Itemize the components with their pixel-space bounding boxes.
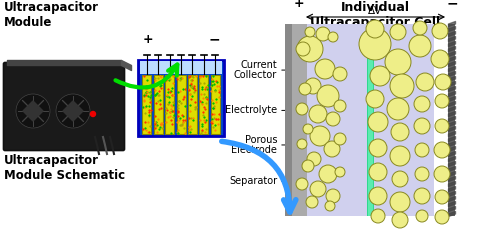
Bar — [138, 60, 224, 136]
Circle shape — [334, 133, 346, 145]
Circle shape — [326, 189, 340, 203]
Circle shape — [435, 94, 449, 108]
Circle shape — [302, 160, 314, 172]
Circle shape — [369, 187, 387, 205]
Bar — [188, 75, 197, 134]
Circle shape — [334, 100, 346, 112]
Circle shape — [306, 196, 318, 208]
Circle shape — [414, 118, 430, 134]
Circle shape — [431, 50, 449, 68]
Circle shape — [333, 67, 347, 81]
Circle shape — [390, 192, 410, 212]
Circle shape — [385, 49, 411, 75]
Circle shape — [390, 74, 414, 98]
Circle shape — [307, 152, 321, 166]
Circle shape — [434, 166, 450, 182]
Circle shape — [297, 36, 323, 62]
Text: +: + — [294, 0, 304, 10]
Circle shape — [359, 28, 391, 60]
Circle shape — [370, 66, 390, 86]
Circle shape — [391, 123, 409, 141]
Text: Current
Collector: Current Collector — [234, 60, 277, 81]
Circle shape — [435, 74, 451, 90]
Circle shape — [392, 171, 408, 187]
Bar — [307, 24, 367, 216]
Circle shape — [324, 141, 340, 157]
Circle shape — [326, 112, 340, 126]
Text: Separator: Separator — [229, 176, 277, 186]
Polygon shape — [23, 101, 43, 121]
Bar — [199, 75, 208, 134]
Circle shape — [434, 142, 450, 158]
Circle shape — [310, 181, 326, 197]
FancyBboxPatch shape — [3, 62, 124, 151]
Bar — [143, 75, 151, 134]
Bar — [448, 24, 455, 216]
Circle shape — [310, 126, 330, 146]
Circle shape — [415, 167, 429, 181]
Bar — [177, 75, 185, 134]
Circle shape — [390, 24, 406, 40]
Circle shape — [305, 78, 321, 94]
Bar — [140, 61, 222, 74]
Bar — [165, 75, 174, 134]
Bar — [154, 75, 163, 134]
Circle shape — [366, 90, 384, 108]
Circle shape — [368, 112, 388, 132]
Circle shape — [435, 210, 449, 224]
Text: −: − — [446, 0, 458, 10]
Circle shape — [316, 27, 330, 41]
Circle shape — [387, 98, 409, 120]
Bar — [367, 24, 374, 216]
Bar — [374, 24, 434, 216]
Circle shape — [392, 212, 408, 228]
Circle shape — [371, 209, 385, 223]
Circle shape — [299, 83, 311, 95]
Circle shape — [435, 190, 449, 204]
Circle shape — [317, 85, 339, 107]
Bar — [211, 75, 220, 134]
Circle shape — [369, 163, 387, 181]
Text: +: + — [143, 33, 153, 46]
Circle shape — [435, 119, 449, 133]
Circle shape — [413, 21, 427, 35]
Circle shape — [366, 20, 384, 38]
Circle shape — [414, 96, 430, 112]
Circle shape — [432, 23, 448, 39]
Circle shape — [414, 188, 430, 204]
Circle shape — [56, 94, 90, 128]
Circle shape — [296, 178, 308, 190]
Text: −: − — [208, 32, 220, 46]
Bar — [292, 24, 307, 216]
Text: Ultracapacitor
Module Schematic: Ultracapacitor Module Schematic — [4, 154, 125, 182]
Circle shape — [305, 27, 315, 37]
Circle shape — [335, 167, 345, 177]
Bar — [368, 24, 373, 216]
Circle shape — [390, 146, 410, 166]
Circle shape — [303, 124, 313, 134]
Circle shape — [415, 143, 429, 157]
Circle shape — [369, 139, 387, 157]
Circle shape — [409, 35, 431, 57]
Circle shape — [416, 210, 428, 222]
Circle shape — [416, 73, 434, 91]
Circle shape — [319, 165, 337, 183]
Circle shape — [297, 139, 307, 149]
Circle shape — [325, 201, 335, 211]
Circle shape — [16, 94, 50, 128]
Circle shape — [315, 59, 335, 79]
Text: Ultracapacitor
Module: Ultracapacitor Module — [4, 1, 99, 29]
Bar — [285, 24, 292, 216]
Text: Individual
Ultracapacitor Cell: Individual Ultracapacitor Cell — [310, 1, 440, 29]
Circle shape — [296, 42, 310, 56]
Circle shape — [91, 112, 96, 116]
Text: Porous
Electrode: Porous Electrode — [231, 134, 277, 155]
Polygon shape — [63, 101, 83, 121]
Circle shape — [296, 103, 308, 115]
Text: Electrolyte: Electrolyte — [225, 105, 277, 115]
Circle shape — [328, 32, 338, 42]
Text: ΔV: ΔV — [368, 6, 383, 16]
Circle shape — [309, 105, 327, 123]
